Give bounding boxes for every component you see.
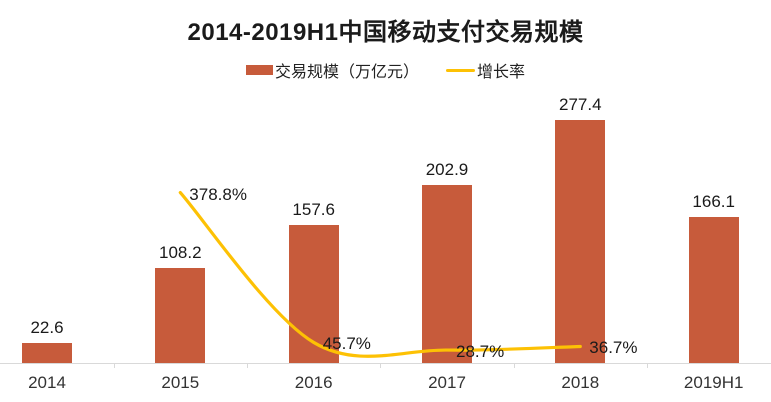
bar-2019H1 [688, 217, 739, 363]
x-axis-label-2019H1: 2019H1 [683, 373, 744, 392]
legend-line-label: 增长率 [477, 64, 526, 81]
growth-rate-label: 28.7% [456, 342, 505, 362]
bar-series-swatch [245, 65, 273, 75]
x-axis-tick [380, 363, 382, 368]
bar-2018 [555, 119, 606, 363]
x-axis-line [0, 363, 771, 364]
x-axis-label-2015: 2015 [161, 373, 200, 392]
bar-2015 [155, 268, 206, 363]
legend-item-bar: 交易规模（万亿元） [245, 58, 419, 82]
legend-bar-label: 交易规模（万亿元） [274, 64, 419, 81]
bar-value-label: 108.2 [159, 243, 202, 263]
bar-value-label: 202.9 [425, 160, 469, 180]
legend-item-line: 增长率 [446, 58, 525, 82]
legend: 交易规模（万亿元） 增长率 [0, 58, 771, 82]
line-series-swatch [446, 68, 475, 72]
x-axis-tick [247, 363, 248, 368]
bar-value-label: 157.6 [292, 199, 335, 219]
x-axis-label-2017: 2017 [428, 373, 466, 392]
x-axis-tick [513, 363, 515, 368]
bar-value-label: 22.6 [30, 318, 64, 338]
chart-title: 2014-2019H1中国移动支付交易规模 [187, 19, 584, 46]
growth-rate-line [178, 190, 582, 358]
x-axis-label-2014: 2014 [28, 373, 66, 392]
bar-value-label: 277.4 [559, 94, 602, 114]
x-axis-label-2016: 2016 [294, 373, 333, 392]
x-axis-label-2018: 2018 [561, 373, 600, 392]
bar-value-label: 166.1 [692, 192, 735, 212]
growth-rate-label: 45.7% [322, 334, 371, 354]
bar-2017 [422, 185, 472, 363]
bar-2016 [288, 224, 339, 363]
bar-2014 [22, 343, 72, 363]
growth-rate-label: 378.8% [189, 184, 247, 204]
growth-rate-label: 36.7% [589, 338, 638, 358]
x-axis-tick [647, 363, 648, 368]
x-axis-tick [113, 363, 115, 368]
